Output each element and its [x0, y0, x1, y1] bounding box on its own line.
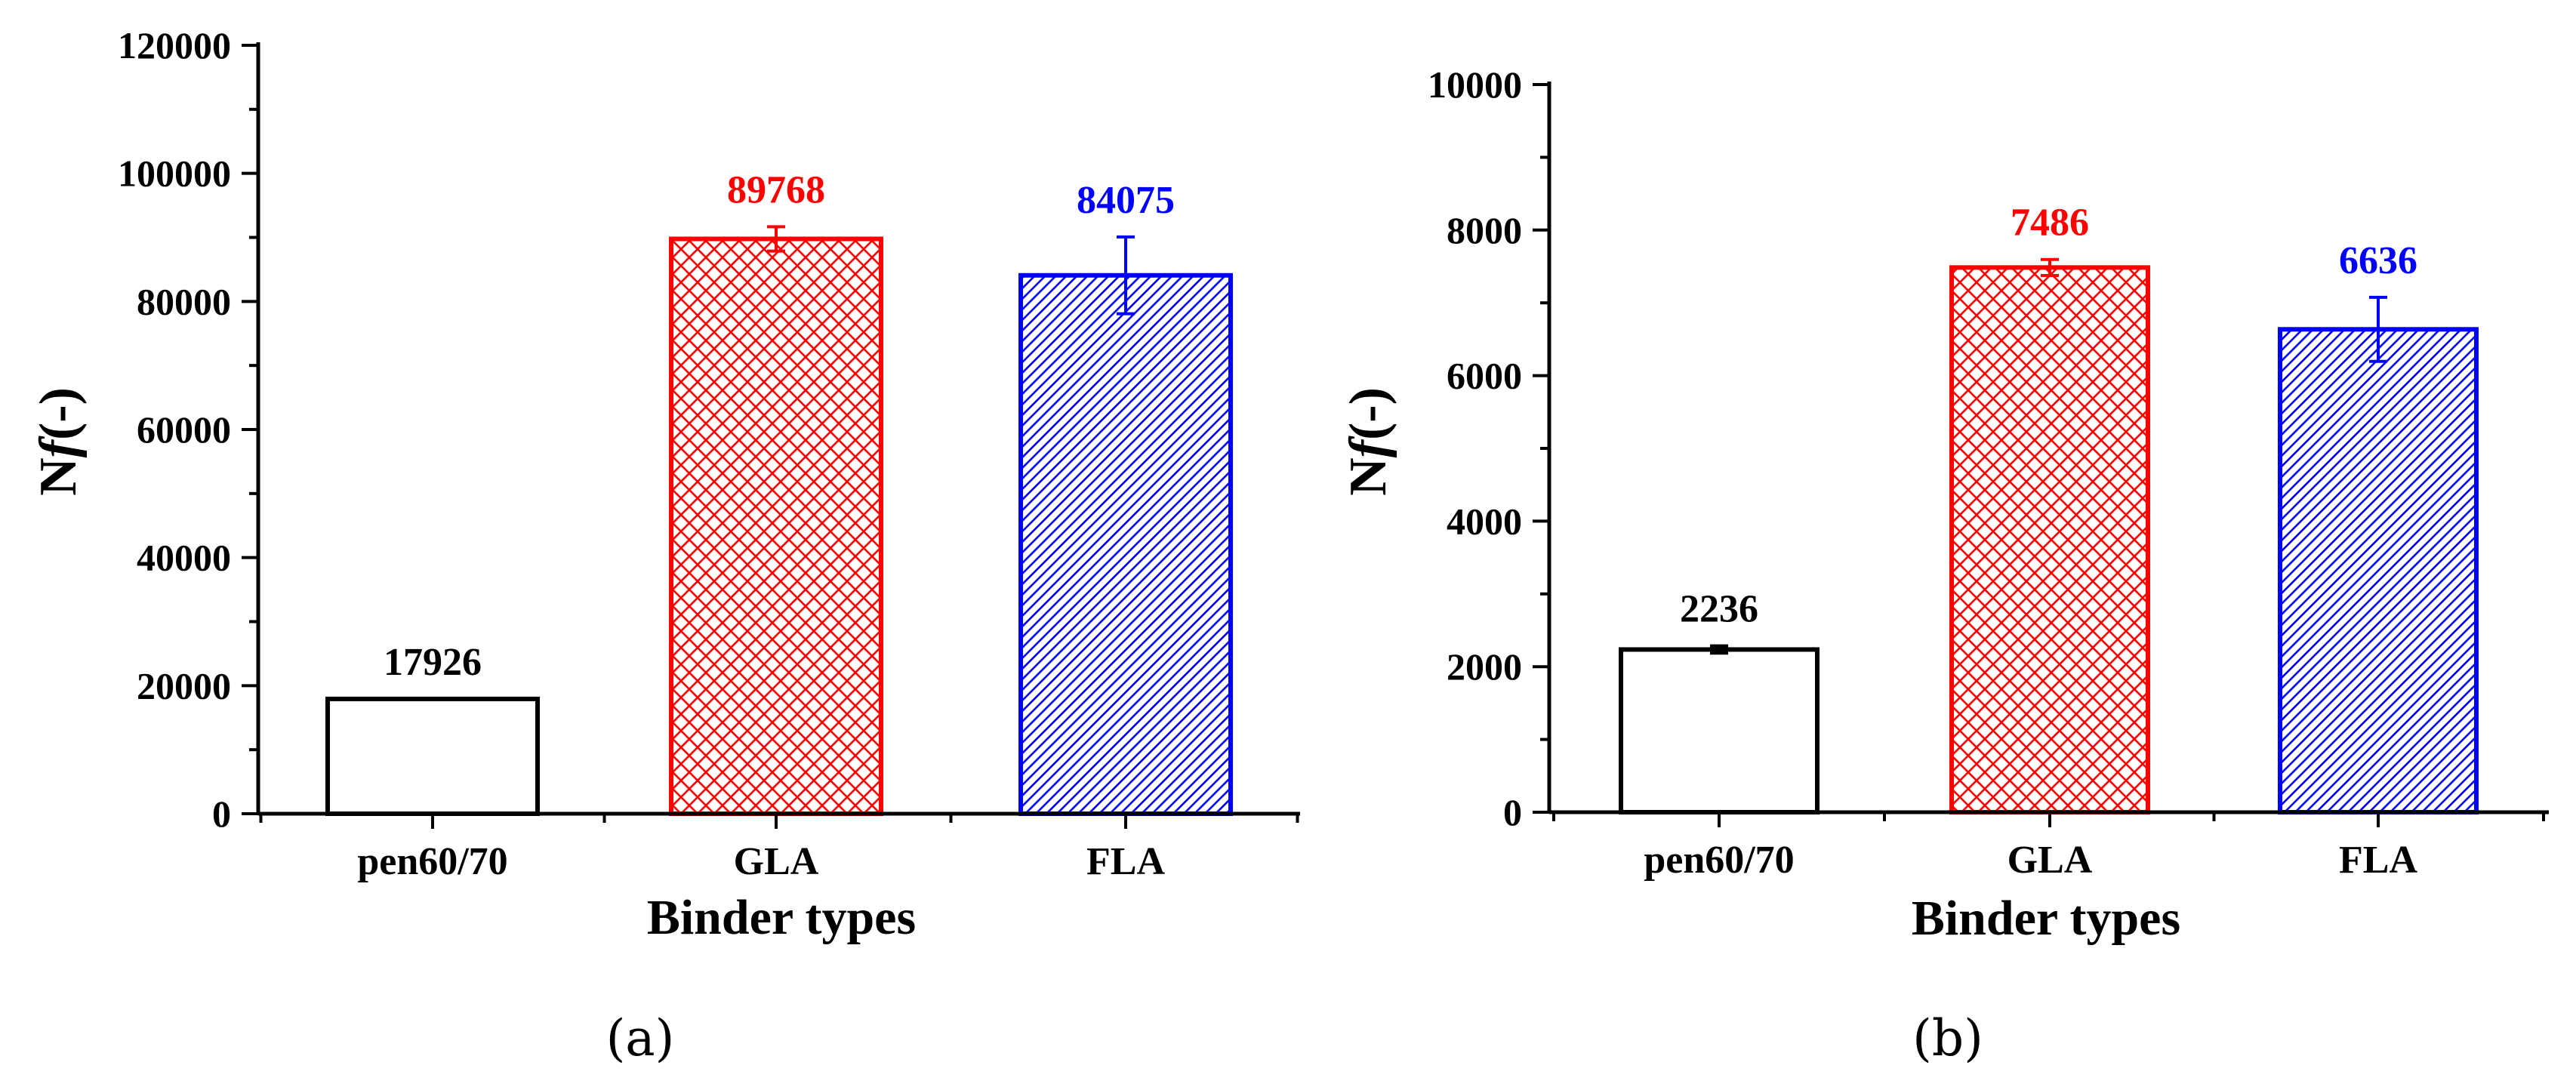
- y-axis-title: Nf(-): [29, 387, 88, 496]
- y-tick-label: 100000: [118, 152, 231, 195]
- x-tick-label: GLA: [2007, 839, 2093, 882]
- data-label: 84075: [1077, 179, 1175, 222]
- bar-fla: [2278, 327, 2479, 814]
- bar-gla: [1949, 265, 2150, 814]
- data-label: 6636: [2339, 239, 2417, 282]
- data-label: 17926: [384, 641, 482, 684]
- y-tick-label: 120000: [118, 24, 231, 66]
- x-axis-title: Binder types: [1912, 891, 2180, 946]
- chart-panel-b: 2236 7486 6636 0 2000 4000 6000 8000 10000 pen60…: [1339, 63, 2549, 1067]
- y-axis-title: Nf(-): [1339, 387, 1397, 496]
- x-tick-label: FLA: [1086, 840, 1165, 883]
- bar-fla: [1018, 272, 1233, 817]
- y-tick-label: 4000: [1447, 500, 1522, 542]
- bar-pen60-70: [1619, 647, 1820, 814]
- y-tick-label: 10000: [1428, 63, 1522, 106]
- error-bar: [1117, 235, 1135, 316]
- panel-label: (a): [606, 1009, 675, 1067]
- data-label: 89768: [727, 168, 825, 211]
- y-tick-label: 40000: [137, 537, 231, 579]
- error-bar: [1710, 644, 1728, 655]
- error-bar: [2369, 295, 2387, 363]
- bar-gla: [669, 236, 883, 816]
- y-tick-label: 20000: [137, 664, 231, 707]
- x-axis-title: Binder types: [647, 890, 916, 945]
- x-tick-label: pen60/70: [1644, 839, 1794, 882]
- data-label: 2236: [1680, 588, 1758, 631]
- y-tick-label: 60000: [137, 408, 231, 451]
- bar-pen60-70: [325, 696, 540, 817]
- error-bar: [2041, 257, 2059, 277]
- x-tick-label: GLA: [734, 840, 819, 883]
- y-tick-label: 8000: [1447, 209, 1522, 251]
- y-tick-label: 0: [212, 793, 231, 835]
- y-tick-label: 0: [1503, 791, 1522, 833]
- x-tick-label: pen60/70: [357, 840, 507, 883]
- panel-label: (b): [1912, 1009, 1983, 1067]
- error-bar: [767, 225, 785, 253]
- chart-panel-a: 17926 89768 84075 0 20000 40000 60000 80000 100…: [29, 24, 1300, 1067]
- y-tick-label: 6000: [1447, 355, 1522, 397]
- y-tick-label: 80000: [137, 280, 231, 322]
- x-tick-label: FLA: [2339, 839, 2417, 882]
- y-tick-label: 2000: [1447, 645, 1522, 688]
- data-label: 7486: [2011, 202, 2089, 245]
